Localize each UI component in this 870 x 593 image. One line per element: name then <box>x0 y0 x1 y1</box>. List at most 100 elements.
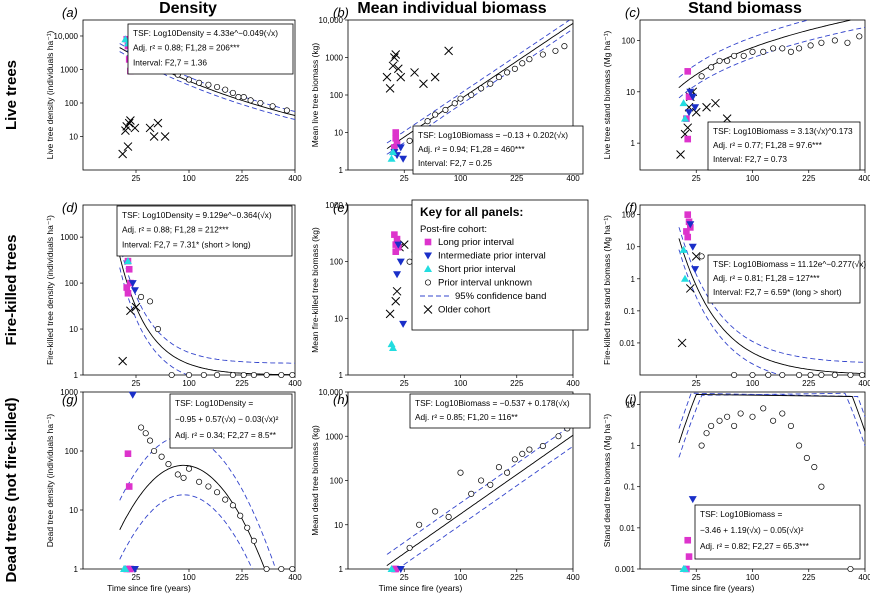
unknown-point-f <box>807 371 814 379</box>
y-axis-label-e: Mean fire-killed tree biomass (kg) <box>310 227 320 353</box>
y-tick-label-h: 100 <box>330 477 344 486</box>
annotation-line-b: Interval: F2,7 = 0.25 <box>418 158 492 168</box>
older-point-c <box>691 107 701 117</box>
annotation-line-d: Interval: F2,7 = 7.31* (short > long) <box>122 239 251 249</box>
unknown-point-g <box>214 489 221 496</box>
fit-line-c <box>678 19 851 88</box>
unknown-point-b <box>442 106 449 113</box>
older-point-b <box>382 72 392 82</box>
unknown-point-g <box>138 424 145 431</box>
annotation-box-i <box>694 504 861 560</box>
annotation-line-c: Adj. r² = 0.77; F1,28 = 97.6*** <box>713 140 823 150</box>
intermediate-point-e <box>393 271 402 279</box>
x-tick-label-g: 100 <box>182 573 196 582</box>
y-tick-label-f: 1 <box>631 275 636 284</box>
unknown-point-b <box>519 60 526 67</box>
annotation-line-g: Adj. r² = 0.34; F2,27 = 8.5** <box>175 430 277 440</box>
intermediate-point-e <box>394 241 403 249</box>
long-point-i <box>684 536 692 544</box>
y-tick-label-h: 1 <box>339 565 344 574</box>
unknown-point-b <box>539 51 546 58</box>
x-tick-label-b: 100 <box>454 174 468 183</box>
column-title-stand-biomass: Stand biomass <box>688 0 802 17</box>
upper-band-d <box>119 244 295 364</box>
legend-label: Short prior interval <box>438 264 516 275</box>
unknown-point-d <box>146 298 154 305</box>
y-tick-label-e: 100 <box>330 258 344 267</box>
lower-band-b <box>386 28 574 155</box>
panel-label-d: (d) <box>62 200 78 215</box>
y-tick-label-i: 0.001 <box>615 565 636 574</box>
panel-label-a: (a) <box>62 5 78 20</box>
upper-band-g <box>119 435 275 566</box>
panel-d: 25 100 225 400 1 10 100 1000 Fire-killed tree de… <box>45 200 302 388</box>
panel-label-f: (f) <box>625 200 637 215</box>
y-tick-label-a: 1000 <box>60 65 78 74</box>
unknown-point-g <box>196 478 203 485</box>
older-point-a <box>130 123 140 133</box>
intermediate-point-c <box>688 93 697 101</box>
older-point-e <box>392 286 402 296</box>
unknown-point-h <box>432 508 439 515</box>
y-tick-label-g: 100 <box>65 447 79 456</box>
unknown-point-f <box>796 371 803 379</box>
unknown-point-h <box>519 450 526 457</box>
unknown-point-i <box>731 422 738 429</box>
older-point-b <box>391 50 401 59</box>
panel-label-h: (h) <box>333 392 349 407</box>
annotation-line-g: TSF: Log10Density = <box>175 398 253 408</box>
y-tick-label-b: 10 <box>334 129 343 138</box>
unknown-point-c <box>770 45 777 52</box>
short-point-f <box>681 274 689 282</box>
long-point-d <box>125 265 133 273</box>
annotation-line-d: Adj. r² = 0.88; F1,28 = 212*** <box>122 225 229 235</box>
y-tick-label-e: 1 <box>339 371 344 380</box>
unknown-point-g <box>146 437 154 444</box>
x-tick-label-f: 225 <box>802 379 816 388</box>
annotation-box-c <box>707 121 861 171</box>
annotation-line-f: Interval: F2,7 = 6.59* (long > short) <box>713 287 842 297</box>
y-tick-label-h: 10,000 <box>319 388 344 397</box>
x-tick-label-e: 400 <box>566 379 580 388</box>
unknown-point-d <box>263 371 270 379</box>
x-tick-label-d: 25 <box>132 379 141 388</box>
unknown-point-i <box>698 442 705 449</box>
legend-marker-unknown <box>424 279 432 286</box>
long-point-i <box>685 553 693 560</box>
x-tick-label-h: 225 <box>510 573 524 582</box>
unknown-point-b <box>552 47 559 54</box>
older-point-c <box>702 102 711 112</box>
unknown-point-f <box>779 371 786 379</box>
x-tick-label-c: 100 <box>746 174 760 183</box>
y-tick-label-b: 10,000 <box>319 16 344 25</box>
annotation-line-c: Interval: F2,7 = 0.73 <box>713 154 787 164</box>
unknown-point-f <box>765 371 772 379</box>
intermediate-point-f <box>691 266 700 274</box>
annotation-line-i: −3.46 + 1.19(√x) − 0.05(√x)² <box>700 525 804 535</box>
long-point-g <box>127 565 134 573</box>
older-point-b <box>444 46 453 56</box>
unknown-point-a <box>240 94 247 101</box>
y-axis-label-d: Fire-killed tree density (individuals ha… <box>45 215 55 365</box>
unknown-point-b <box>478 85 485 92</box>
x-tick-label-f: 100 <box>746 379 760 388</box>
older-point-b <box>388 61 398 71</box>
panel-h: 25 100 225 400 1 10 100 1000 10,000 Mean dead tre… <box>310 388 591 593</box>
x-tick-label-a: 225 <box>235 174 249 183</box>
short-point-f <box>679 245 688 253</box>
legend-title: Key for all panels: <box>420 205 523 219</box>
unknown-point-i <box>796 442 803 449</box>
panel-g: 25 100 225 400 1 10 100 1000 Dead tree density (… <box>45 388 302 593</box>
y-tick-label-h: 1000 <box>325 432 343 441</box>
unknown-point-b <box>526 56 533 63</box>
annotation-line-f: TSF: Log10Biomass = 11.12e^−0.277(√x) <box>713 259 866 269</box>
lower-band-f <box>678 249 783 376</box>
unknown-point-c <box>731 52 738 59</box>
unknown-point-b <box>495 74 502 81</box>
unknown-point-c <box>716 57 723 64</box>
older-point-a <box>124 118 134 128</box>
older-point-a <box>126 116 135 125</box>
unknown-point-g <box>237 512 244 519</box>
unknown-point-c <box>831 37 838 44</box>
